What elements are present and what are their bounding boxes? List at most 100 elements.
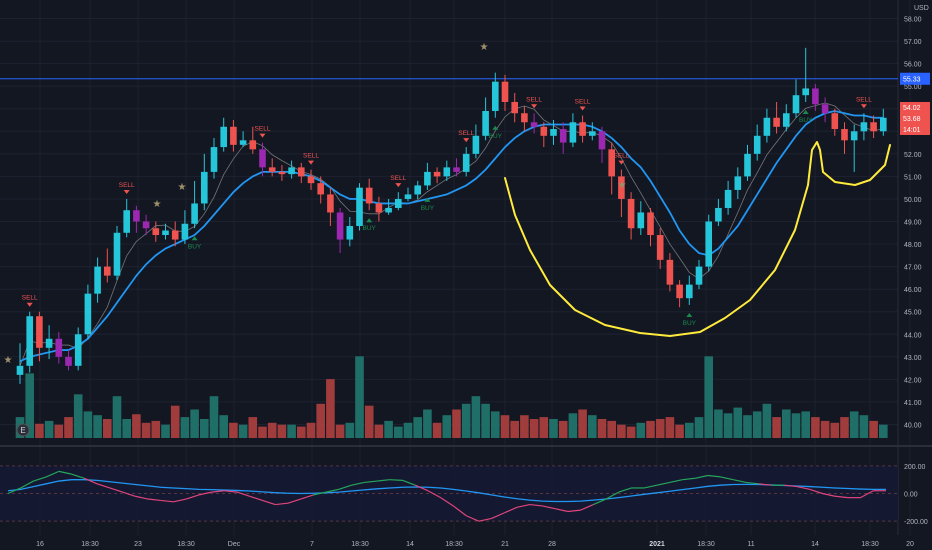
candle [618, 169, 625, 217]
osc-slow-line [7, 479, 886, 503]
candle-body [540, 126, 548, 136]
candle-body [618, 176, 625, 199]
candle [356, 183, 363, 231]
candle-body [783, 113, 790, 127]
candle-body [65, 356, 72, 366]
volume-bar [190, 409, 199, 438]
time-tick-label: 18:30 [177, 541, 195, 548]
osc-fast-segment [96, 483, 110, 489]
candle-body [763, 117, 771, 136]
osc-fast-segment [669, 479, 683, 484]
axis-layer: 58.0057.0056.0055.0054.0053.0052.0051.00… [36, 17, 930, 548]
candle [501, 74, 509, 111]
candle [278, 165, 286, 181]
candle [375, 196, 383, 222]
volume-bar [743, 415, 752, 438]
volume-bar [200, 419, 209, 438]
candle-body [220, 126, 227, 148]
volume-bar [791, 413, 801, 438]
candle [627, 192, 635, 240]
volume-bar [403, 422, 413, 438]
price-tick-label: 52.00 [904, 152, 922, 159]
volume-bar [811, 417, 820, 438]
volume-bar [733, 407, 743, 438]
price-tick-label: 50.00 [904, 197, 922, 204]
candle [860, 113, 868, 141]
candle [695, 259, 703, 290]
buy-arrow-icon [424, 197, 431, 202]
volume-bar [151, 420, 161, 438]
osc-fast-segment [605, 491, 620, 500]
candle-body [84, 293, 92, 335]
candle [191, 180, 198, 229]
osc-tick-label: 200.00 [904, 464, 926, 471]
candle-body [45, 338, 53, 348]
candle [666, 253, 674, 292]
candle-body [375, 203, 383, 213]
volume-bar [394, 426, 403, 438]
volume-bar [442, 415, 452, 438]
price-tick-label: 46.00 [904, 287, 922, 294]
volume-bar [772, 417, 781, 438]
candle [268, 158, 276, 177]
candle [647, 207, 654, 247]
candle-layer[interactable] [16, 47, 887, 384]
volume-bar [180, 417, 190, 438]
osc-fast-segment [376, 479, 390, 482]
volume-bar [820, 420, 830, 438]
candle-body [123, 210, 130, 233]
volume-bar [141, 422, 151, 438]
candle [686, 275, 693, 305]
candle [181, 210, 189, 245]
osc-fast-segment [109, 487, 123, 493]
osc-fast-segment [720, 476, 734, 481]
volume-bar [122, 419, 131, 438]
candle [94, 257, 101, 303]
volume-bar [675, 424, 684, 438]
volume-bar [655, 419, 665, 438]
time-tick-label: 18:30 [861, 541, 879, 548]
volume-bar [636, 422, 646, 438]
osc-fast-segment [402, 479, 416, 486]
candle [521, 106, 528, 132]
buy-label: BUY [683, 320, 697, 327]
candle-body [162, 230, 169, 236]
candle [365, 178, 373, 211]
candle-body [94, 266, 101, 294]
osc-fast-segment [580, 504, 594, 511]
candle-body [385, 207, 392, 213]
candle [870, 115, 877, 139]
osc-fast-segment [758, 483, 772, 486]
sell-arrow-icon [531, 104, 538, 109]
buy-arrow-icon [191, 236, 198, 241]
candle [395, 192, 402, 211]
volume-bar [103, 419, 112, 438]
candle-body [249, 140, 257, 150]
volume-bar [209, 396, 219, 438]
sell-arrow-icon [463, 138, 470, 143]
osc-fast-segment [71, 473, 85, 479]
grid-layer [0, 0, 932, 535]
earnings-marker[interactable]: E [16, 423, 30, 437]
ema-line [19, 110, 884, 363]
osc-fast-segment [325, 488, 339, 493]
candle [346, 216, 354, 247]
osc-fast-segment [351, 481, 365, 486]
price-tick-label: 42.00 [904, 377, 922, 384]
osc-fast-segment [784, 484, 797, 488]
candle-body [104, 266, 111, 276]
osc-fast-segment [389, 479, 403, 481]
star-icon: ★ [153, 199, 162, 210]
osc-fast-segment [300, 494, 314, 500]
candle [812, 83, 819, 111]
candle [763, 108, 771, 143]
osc-fast-segment [478, 517, 492, 522]
candle [220, 117, 227, 152]
volume-bar [558, 420, 568, 438]
candle [36, 311, 43, 362]
buy-arrow-icon [492, 125, 499, 130]
candle [327, 187, 334, 227]
candle-body [598, 131, 606, 150]
volume-bar [481, 403, 490, 438]
candle [850, 124, 858, 172]
